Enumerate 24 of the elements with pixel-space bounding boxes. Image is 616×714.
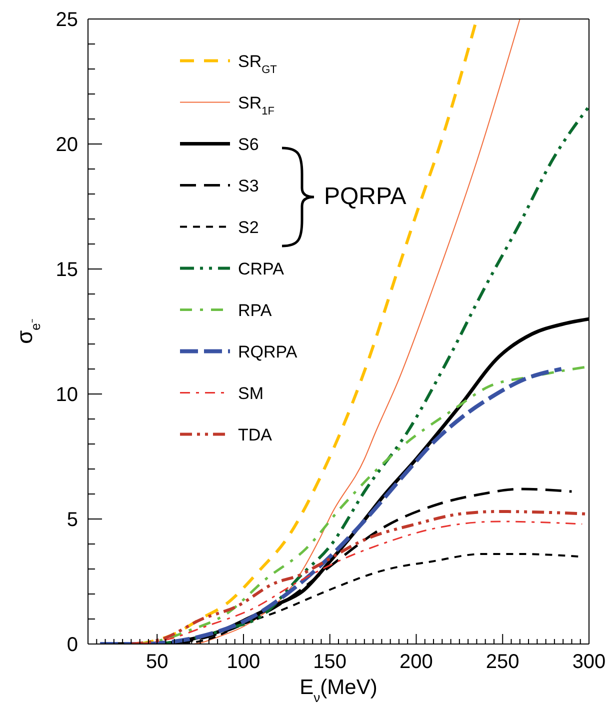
x-tick-label: 200: [400, 651, 433, 673]
legend-label: SR$_{1F}$: [238, 93, 275, 118]
legend-label: RQRPA: [238, 342, 298, 362]
legend-label: TDA: [238, 425, 273, 444]
x-tick-label: 300: [572, 651, 606, 673]
legend-label: S3: [238, 176, 259, 196]
legend-label: CRPA: [238, 259, 285, 278]
legend-label: SM: [238, 384, 264, 403]
x-tick-label: 100: [226, 651, 260, 673]
y-tick-label: 15: [56, 259, 78, 281]
x-axis-title: E$_{ν}$(MeV): [300, 676, 378, 704]
y-tick-label: 0: [66, 634, 78, 656]
y-tick-label: 10: [56, 384, 78, 406]
legend-label: SR$_{GT}$: [238, 52, 278, 76]
y-tick-label: 20: [56, 134, 78, 156]
y-tick-label: 5: [66, 509, 78, 531]
legend-label: S6: [238, 134, 259, 154]
y-tick-label: 25: [56, 9, 78, 31]
legend-label: RPA: [238, 300, 272, 320]
x-tick-label: 50: [146, 651, 168, 673]
legend-label: S2: [238, 218, 259, 237]
x-tick-label: 250: [486, 651, 520, 673]
annotation: PQRPA: [324, 183, 406, 211]
x-tick-label: 150: [313, 651, 347, 673]
